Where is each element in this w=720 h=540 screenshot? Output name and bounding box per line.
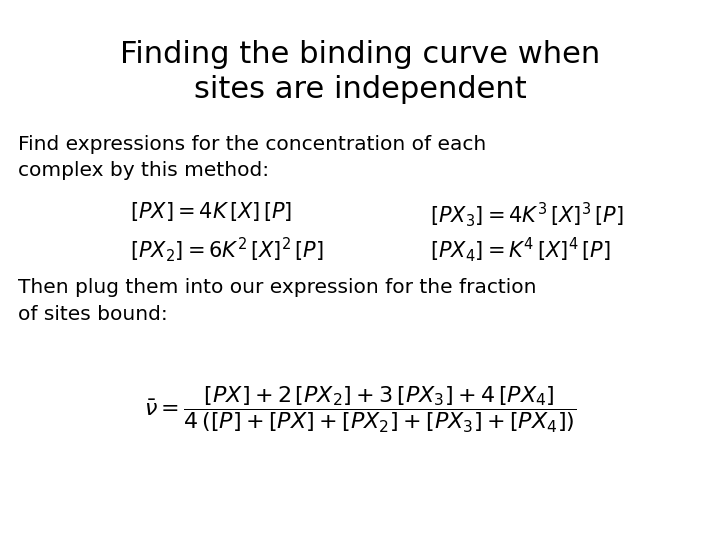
Text: Then plug them into our expression for the fraction
of sites bound:: Then plug them into our expression for t…: [18, 278, 536, 323]
Text: $[PX_2] = 6K^2\,[X]^2\,[P]$: $[PX_2] = 6K^2\,[X]^2\,[P]$: [130, 235, 324, 264]
Text: $\bar{\nu} = \dfrac{[PX] + 2\,[PX_2] + 3\,[PX_3] + 4\,[PX_4]}{4\,([P] + [PX] + [: $\bar{\nu} = \dfrac{[PX] + 2\,[PX_2] + 3…: [144, 385, 576, 435]
Text: Finding the binding curve when
sites are independent: Finding the binding curve when sites are…: [120, 40, 600, 104]
Text: $[PX] = 4K\,[X]\,[P]$: $[PX] = 4K\,[X]\,[P]$: [130, 200, 292, 223]
Text: $[PX_4] = K^4\,[X]^4\,[P]$: $[PX_4] = K^4\,[X]^4\,[P]$: [430, 235, 611, 264]
Text: Find expressions for the concentration of each
complex by this method:: Find expressions for the concentration o…: [18, 135, 486, 180]
Text: $[PX_3] = 4K^3\,[X]^3\,[P]$: $[PX_3] = 4K^3\,[X]^3\,[P]$: [430, 200, 624, 229]
